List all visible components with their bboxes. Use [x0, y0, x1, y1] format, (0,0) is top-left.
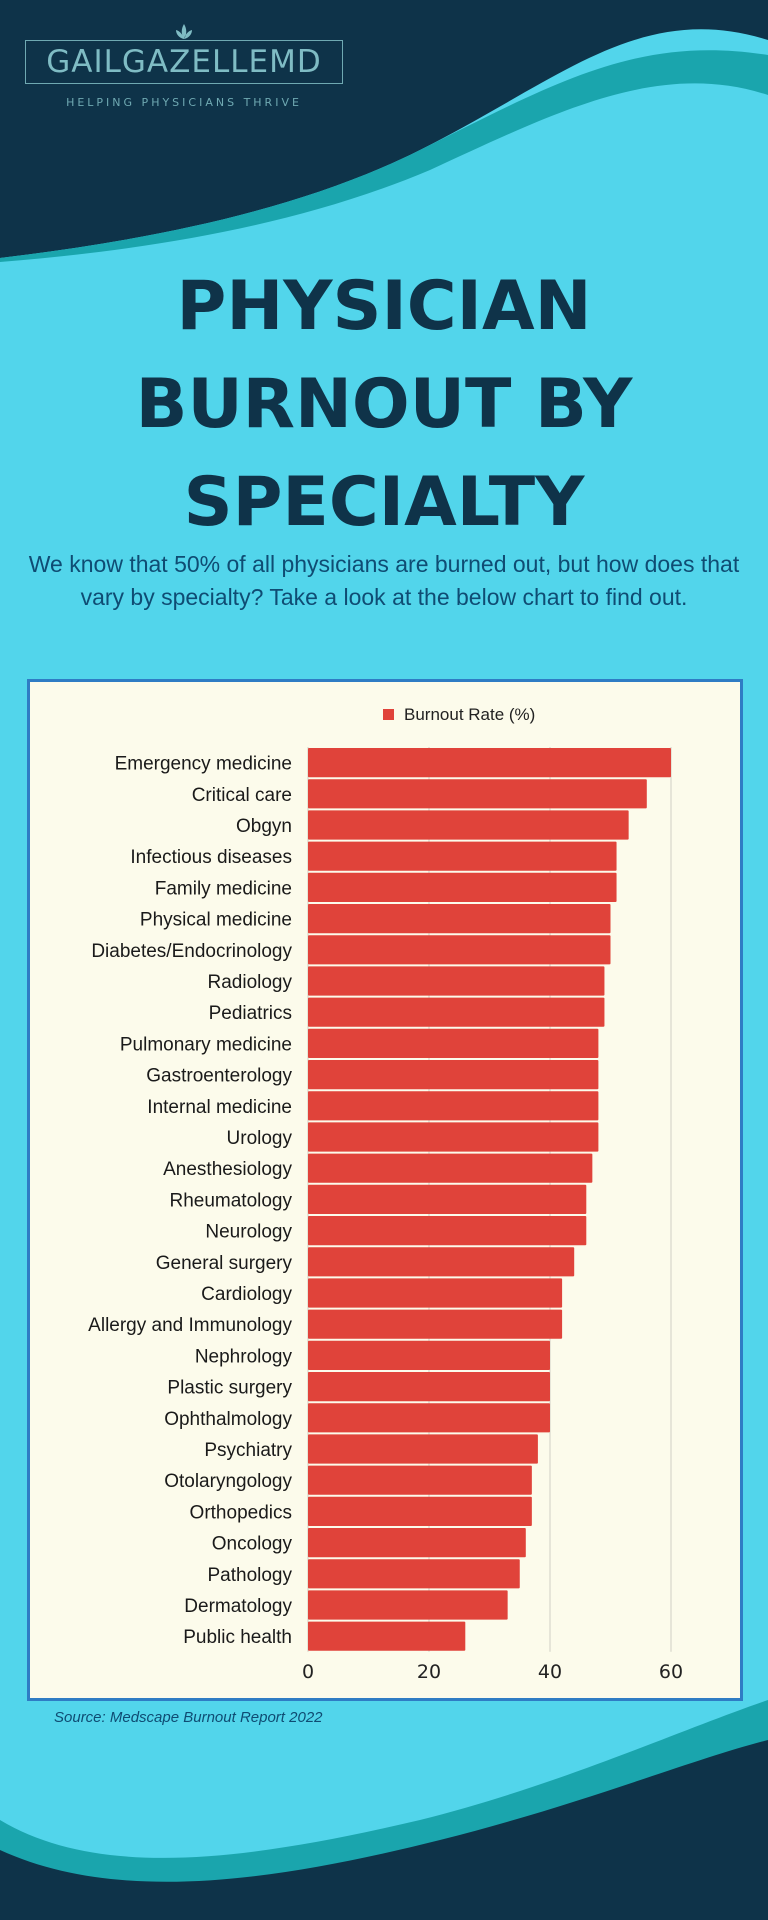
bar — [308, 748, 671, 778]
bar — [308, 1340, 550, 1370]
category-label: Obgyn — [236, 816, 292, 837]
title-line: BURNOUT BY — [135, 365, 633, 444]
x-tick-label: 20 — [417, 1661, 441, 1683]
bar — [308, 1434, 538, 1464]
lotus-icon — [176, 24, 192, 39]
bar — [308, 1028, 599, 1058]
bar — [308, 1216, 587, 1246]
title-line: PHYSICIAN — [176, 267, 592, 346]
bar — [308, 1060, 599, 1090]
category-label: Nephrology — [195, 1346, 293, 1367]
x-tick-label: 60 — [659, 1661, 683, 1683]
bar — [308, 1372, 550, 1402]
bar-chart: 0 20 40 60 Burnout Rate (%) Emergency medicin… — [88, 705, 683, 1683]
category-label: Neurology — [205, 1222, 292, 1243]
category-label: Oncology — [212, 1534, 293, 1555]
bar — [308, 966, 605, 996]
chart-container: 0 20 40 60 Burnout Rate (%) Emergency medicin… — [27, 679, 743, 1701]
brand-name: GAILGAZELLEMD — [25, 40, 343, 84]
x-tick-label: 0 — [302, 1661, 314, 1683]
category-label: Rheumatology — [169, 1190, 292, 1211]
bar — [308, 1247, 575, 1277]
bar — [308, 1091, 599, 1121]
category-label: Critical care — [192, 785, 292, 806]
bar — [308, 904, 611, 934]
legend-swatch — [383, 709, 394, 720]
page-title: PHYSICIAN BURNOUT BY SPECIALTY — [0, 258, 768, 552]
bar — [308, 1496, 532, 1526]
category-label: Family medicine — [155, 878, 292, 899]
title-line: SPECIALTY — [183, 463, 585, 542]
category-label: Gastroenterology — [146, 1066, 292, 1087]
category-label: Orthopedics — [190, 1502, 292, 1523]
source-note: Source: Medscape Burnout Report 2022 — [54, 1709, 323, 1726]
category-label: Otolaryngology — [164, 1471, 292, 1492]
bar — [308, 1153, 593, 1183]
bar — [308, 841, 617, 871]
bar — [308, 1621, 466, 1651]
category-label: Psychiatry — [204, 1440, 292, 1461]
legend-label: Burnout Rate (%) — [404, 705, 535, 724]
bar — [308, 1122, 599, 1152]
bar — [308, 1184, 587, 1214]
category-label: Infectious diseases — [130, 847, 292, 868]
category-label: Ophthalmology — [164, 1409, 292, 1430]
bar — [308, 1465, 532, 1495]
category-label: Internal medicine — [147, 1097, 292, 1118]
category-label: Radiology — [208, 972, 293, 993]
bar — [308, 1528, 526, 1558]
x-tick-label: 40 — [538, 1661, 562, 1683]
category-label: Plastic surgery — [167, 1378, 292, 1399]
category-label: Physical medicine — [140, 910, 292, 931]
page-subtitle: We know that 50% of all physicians are b… — [28, 551, 740, 610]
bar — [308, 872, 617, 902]
category-label: General surgery — [156, 1253, 293, 1274]
bar — [308, 779, 647, 809]
bar — [308, 1309, 563, 1339]
category-label: Urology — [227, 1128, 293, 1149]
category-label: Pathology — [207, 1565, 292, 1586]
category-label: Allergy and Immunology — [88, 1315, 292, 1336]
bar — [308, 1590, 508, 1620]
bar — [308, 1403, 550, 1433]
category-label: Emergency medicine — [115, 754, 292, 775]
bar — [308, 1278, 563, 1308]
category-label: Pulmonary medicine — [120, 1034, 292, 1055]
bar — [308, 935, 611, 965]
category-label: Dermatology — [184, 1596, 292, 1617]
brand-logo: GAILGAZELLEMD HELPING PHYSICIANS THRIVE — [25, 20, 343, 109]
category-label: Cardiology — [201, 1284, 292, 1305]
category-label: Pediatrics — [209, 1003, 292, 1024]
category-label: Diabetes/Endocrinology — [91, 941, 292, 962]
brand-tagline: HELPING PHYSICIANS THRIVE — [66, 96, 302, 109]
category-label: Public health — [183, 1627, 292, 1648]
bar — [308, 1559, 520, 1589]
bar — [308, 997, 605, 1027]
category-label: Anesthesiology — [163, 1159, 292, 1180]
bar — [308, 810, 629, 840]
